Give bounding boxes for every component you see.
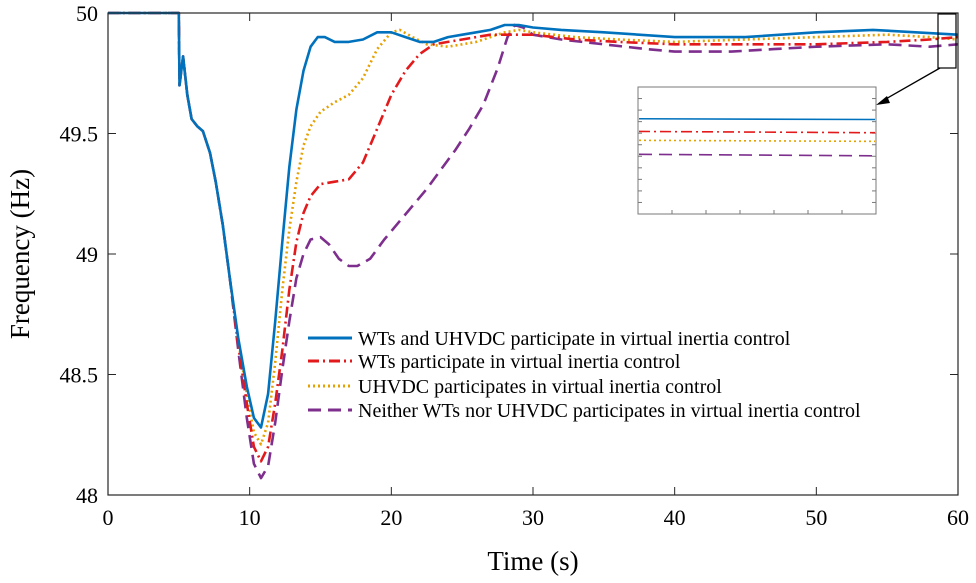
x-tick-label: 10: [239, 505, 261, 530]
series-line-wts-and-uhvdc-participate-in-virtual-inertia-control: [108, 11, 959, 429]
x-axis-title: Time (s): [487, 546, 578, 576]
y-tick-label: 48: [76, 483, 98, 508]
legend-label-uhvdc: UHVDC participates in virtual inertia co…: [358, 376, 722, 398]
inset-panel: [637, 86, 877, 215]
y-tick-label: 49.5: [60, 122, 99, 147]
series-lines: [108, 11, 959, 480]
zoom-arrow-head: [876, 96, 890, 105]
legend-item-wts: WTs participate in virtual inertia contr…: [308, 351, 681, 373]
y-axis-title: Frequency (Hz): [5, 169, 35, 339]
legend-item-neither: Neither WTs nor UHVDC participates in vi…: [308, 400, 861, 422]
zoom-box: [937, 13, 957, 69]
legend-label-wts: WTs participate in virtual inertia contr…: [358, 351, 681, 373]
inset-frame: [637, 86, 877, 215]
inset-line-wts-and-uhvdc-participate-in-virtual-inertia-control: [638, 117, 876, 121]
inset-line-uhvdc-participates-in-virtual-inertia-control: [638, 139, 876, 143]
inset-line-wts-participate-in-virtual-inertia-control: [638, 130, 876, 134]
x-tick-label: 60: [947, 505, 969, 530]
x-tick-label: 50: [805, 505, 827, 530]
inset-ticks: [638, 98, 876, 214]
x-tick-label: 30: [522, 505, 544, 530]
x-tick-label: 40: [664, 505, 686, 530]
plot-frame: [107, 12, 959, 496]
tick-labels: 0 10 20 30 40 50 60 48 48.5 49 49.5 50: [60, 1, 970, 530]
y-tick-label: 48.5: [60, 363, 99, 388]
y-tick-label: 50: [76, 1, 98, 26]
legend-label-wts-uhvdc: WTs and UHVDC participate in virtual ine…: [358, 328, 791, 350]
legend: WTs and UHVDC participate in virtual ine…: [308, 328, 861, 422]
y-tick-label: 49: [76, 242, 98, 267]
x-tick-label: 0: [103, 505, 114, 530]
zoom-arrow-line: [883, 67, 941, 101]
legend-item-wts-uhvdc: WTs and UHVDC participate in virtual ine…: [308, 328, 791, 350]
legend-item-uhvdc: UHVDC participates in virtual inertia co…: [308, 376, 722, 398]
x-tick-label: 20: [380, 505, 402, 530]
legend-label-neither: Neither WTs nor UHVDC participates in vi…: [358, 400, 861, 422]
inset-lines: [638, 117, 876, 157]
